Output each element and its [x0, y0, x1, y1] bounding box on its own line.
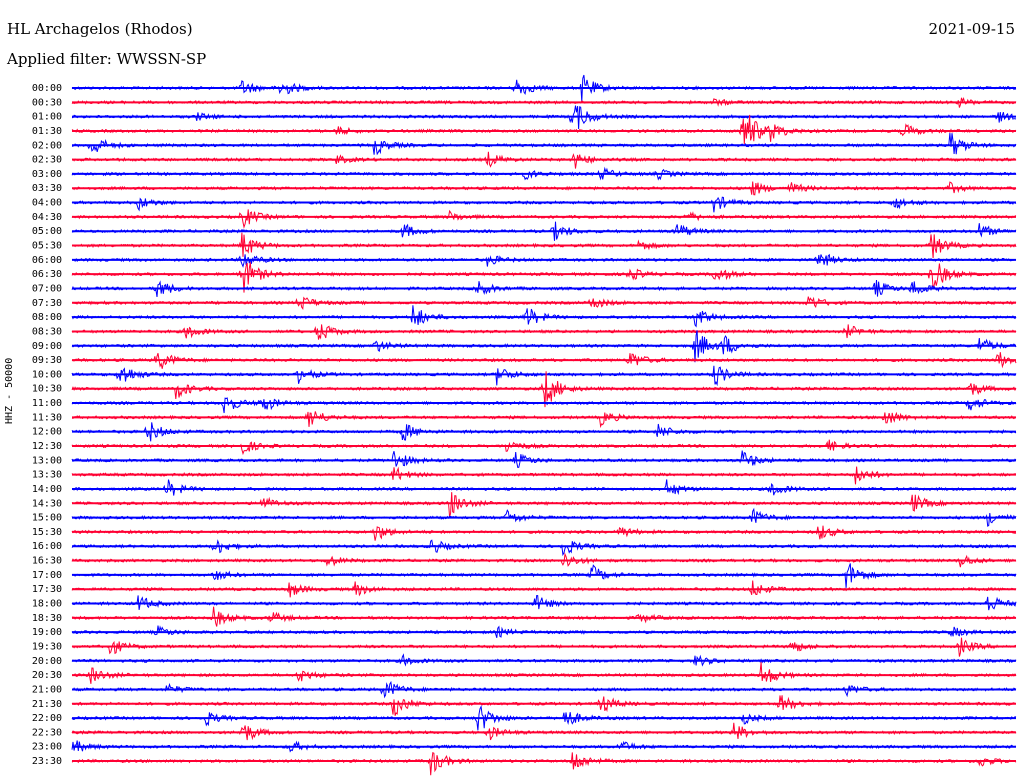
row-time-label: 00:00 — [32, 83, 62, 94]
row-time-label: 08:30 — [32, 326, 62, 337]
row-time-label: 06:30 — [32, 269, 62, 280]
row-time-label: 04:00 — [32, 198, 62, 209]
trace-line — [71, 209, 1017, 229]
row-time-label: 11:30 — [32, 412, 62, 423]
row-time-label: 04:30 — [32, 212, 62, 223]
row-time-label: 21:30 — [32, 699, 62, 710]
row-time-label: 03:30 — [32, 183, 62, 194]
row-time-label: 12:00 — [32, 427, 62, 438]
row-time-label: 01:30 — [32, 126, 62, 137]
row-time-label: 08:00 — [32, 312, 62, 323]
row-time-label: 02:00 — [32, 140, 62, 151]
row-time-label: 13:00 — [32, 455, 62, 466]
row-time-label: 19:30 — [32, 641, 62, 652]
row-time-label: 12:30 — [32, 441, 62, 452]
trace-line — [71, 450, 1017, 468]
filter-label: Applied filter: WWSSN-SP — [7, 50, 207, 68]
trace-line — [71, 606, 1017, 627]
row-time-label: 14:00 — [32, 484, 62, 495]
trace-line — [71, 133, 1017, 156]
row-time-label: 06:00 — [32, 255, 62, 266]
row-time-label: 15:30 — [32, 527, 62, 538]
row-time-label: 21:00 — [32, 684, 62, 695]
row-time-label: 15:00 — [32, 513, 62, 524]
row-time-label: 23:30 — [32, 756, 62, 767]
trace-line — [71, 492, 1017, 518]
row-time-label: 09:30 — [32, 355, 62, 366]
row-time-label: 18:00 — [32, 599, 62, 610]
row-time-label: 19:00 — [32, 627, 62, 638]
row-time-label: 00:30 — [32, 97, 62, 108]
row-time-label: 17:30 — [32, 584, 62, 595]
trace-line — [71, 525, 1017, 541]
trace-line — [71, 196, 1017, 213]
row-time-label: 16:30 — [32, 556, 62, 567]
row-time-label: 18:30 — [32, 613, 62, 624]
record-date: 2021-09-15 — [928, 20, 1015, 38]
trace-line — [71, 411, 1017, 429]
row-time-label: 05:00 — [32, 226, 62, 237]
row-time-label: 10:00 — [32, 369, 62, 380]
row-time-label: 22:30 — [32, 727, 62, 738]
trace-line — [71, 695, 1016, 716]
row-time-label: 07:30 — [32, 298, 62, 309]
row-time-label: 01:00 — [32, 112, 62, 123]
trace-line — [71, 305, 1017, 328]
row-time-label: 10:30 — [32, 384, 62, 395]
row-time-label: 07:00 — [32, 283, 62, 294]
row-time-label: 17:00 — [32, 570, 62, 581]
trace-line — [71, 751, 1017, 776]
trace-line — [71, 539, 1016, 557]
station-title: HL Archagelos (Rhodos) — [7, 20, 193, 38]
row-time-label: 14:30 — [32, 498, 62, 509]
row-time-label: 22:00 — [32, 713, 62, 724]
row-time-label: 20:30 — [32, 670, 62, 681]
row-time-label: 09:00 — [32, 341, 62, 352]
row-time-label: 11:00 — [32, 398, 62, 409]
row-time-label: 03:00 — [32, 169, 62, 180]
row-time-label: 13:30 — [32, 470, 62, 481]
trace-line — [71, 662, 1017, 684]
row-time-label: 20:00 — [32, 656, 62, 667]
trace-line — [71, 479, 1017, 496]
row-time-label: 16:00 — [32, 541, 62, 552]
row-time-label: 05:30 — [32, 241, 62, 252]
trace-line — [71, 365, 1017, 387]
row-time-label: 23:00 — [32, 742, 62, 753]
row-time-label: 02:30 — [32, 155, 62, 166]
